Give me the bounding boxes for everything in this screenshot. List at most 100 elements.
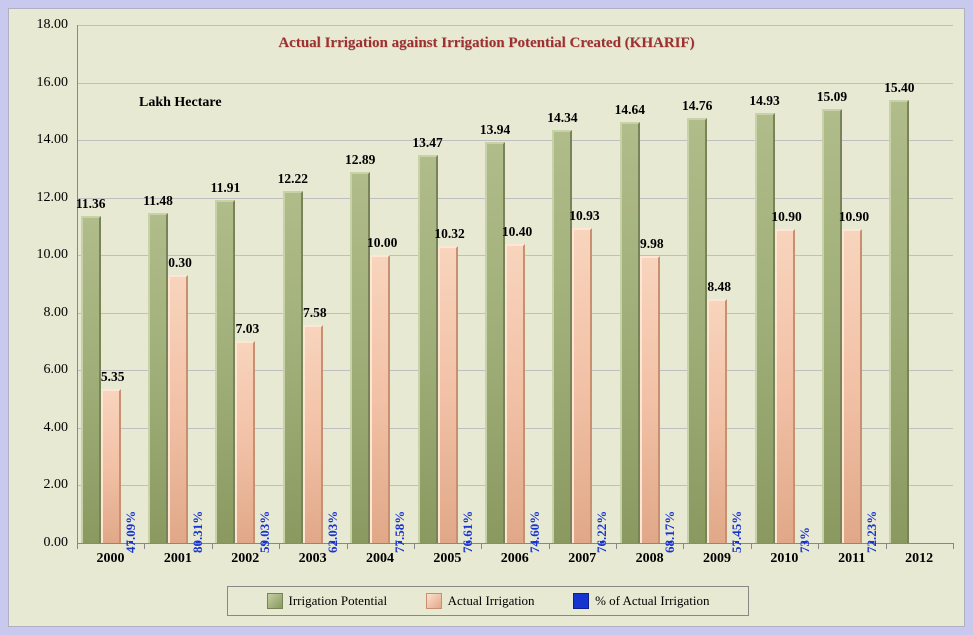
y-axis-tick-label: 6.00: [18, 362, 68, 378]
bar-actual: [707, 299, 727, 543]
bar-actual: [303, 325, 323, 543]
value-label-actual: 9.98: [640, 236, 664, 252]
value-label-actual: 10.90: [839, 209, 869, 225]
value-label-actual: 10.40: [502, 224, 532, 240]
bar-actual: [572, 228, 592, 543]
bar-potential: [687, 118, 707, 543]
bar-actual: [235, 341, 255, 543]
value-label-potential: 11.91: [211, 180, 241, 196]
bar-potential: [620, 122, 640, 543]
bar-actual: [842, 229, 862, 543]
bar-actual: [101, 389, 121, 543]
plot-area: 11.365.3547.09%11.480.3080.31%11.917.035…: [77, 25, 953, 543]
bar-potential: [283, 191, 303, 543]
value-label-percent: 47.09%: [123, 511, 139, 553]
value-label-potential: 14.64: [615, 102, 645, 118]
value-label-percent: 59.03%: [257, 511, 273, 553]
value-label-actual: 5.35: [101, 369, 125, 385]
x-axis-tick-label: 2000: [77, 551, 144, 567]
bar-potential: [350, 172, 370, 543]
x-axis-tick-label: 2010: [751, 551, 818, 567]
value-label-potential: 14.76: [682, 98, 712, 114]
x-axis-tick-label: 2003: [279, 551, 346, 567]
legend-label-potential: Irrigation Potential: [289, 593, 388, 609]
chart-panel: Actual Irrigation against Irrigation Pot…: [8, 8, 965, 627]
x-axis-tick-label: 2007: [549, 551, 616, 567]
y-axis-tick-label: 16.00: [18, 75, 68, 91]
bar-potential: [148, 213, 168, 543]
value-label-percent: 76.22%: [594, 511, 610, 553]
legend: Irrigation Potential Actual Irrigation %…: [227, 586, 749, 616]
bar-actual: [505, 244, 525, 543]
bar-potential: [418, 155, 438, 543]
value-label-percent: 76.61%: [460, 511, 476, 553]
x-axis-tick-label: 2012: [886, 551, 953, 567]
value-label-actual: 10.93: [569, 208, 599, 224]
legend-swatch-potential: [267, 593, 283, 609]
value-label-actual: 10.90: [771, 209, 801, 225]
value-label-actual: 10.32: [434, 226, 464, 242]
gridline: [77, 25, 953, 26]
bar-actual: [168, 275, 188, 543]
value-label-potential: 15.40: [884, 80, 914, 96]
value-label-percent: 68.17%: [662, 511, 678, 553]
bar-potential: [889, 100, 909, 543]
x-axis-tick-label: 2008: [616, 551, 683, 567]
legend-item-actual: Actual Irrigation: [426, 593, 535, 609]
x-axis-tick-label: 2006: [481, 551, 548, 567]
value-label-potential: 14.34: [547, 110, 577, 126]
bar-potential: [822, 109, 842, 543]
y-axis-tick-label: 12.00: [18, 190, 68, 206]
value-label-actual: 10.00: [367, 235, 397, 251]
value-label-percent: 73%: [797, 527, 813, 553]
x-axis-tick-label: 2011: [818, 551, 885, 567]
legend-label-actual: Actual Irrigation: [448, 593, 535, 609]
value-label-potential: 14.93: [749, 93, 779, 109]
bar-actual: [775, 229, 795, 543]
bar-potential: [81, 216, 101, 543]
value-label-potential: 12.89: [345, 152, 375, 168]
legend-item-potential: Irrigation Potential: [267, 593, 388, 609]
value-label-potential: 11.36: [76, 196, 106, 212]
y-axis-tick-label: 10.00: [18, 247, 68, 263]
value-label-actual: 7.58: [303, 305, 327, 321]
value-label-percent: 72.23%: [864, 511, 880, 553]
value-label-actual: 8.48: [707, 279, 731, 295]
value-label-actual: 7.03: [236, 321, 260, 337]
y-axis-tick-label: 14.00: [18, 132, 68, 148]
x-axis-tick-label: 2005: [414, 551, 481, 567]
value-label-percent: 57.45%: [729, 511, 745, 553]
chart-outer-frame: Actual Irrigation against Irrigation Pot…: [0, 0, 973, 635]
x-axis-tick-label: 2009: [683, 551, 750, 567]
value-label-potential: 12.22: [278, 171, 308, 187]
bar-potential: [485, 142, 505, 543]
value-label-potential: 13.94: [480, 122, 510, 138]
value-label-actual: 0.30: [168, 255, 192, 271]
value-label-potential: 13.47: [412, 135, 442, 151]
y-axis-tick-label: 4.00: [18, 420, 68, 436]
value-label-percent: 74.60%: [527, 511, 543, 553]
value-label-percent: 77.58%: [392, 511, 408, 553]
y-axis-tick-label: 18.00: [18, 17, 68, 33]
bar-actual: [370, 255, 390, 543]
y-axis-tick-label: 8.00: [18, 305, 68, 321]
x-axis-tick-label: 2002: [212, 551, 279, 567]
bar-potential: [755, 113, 775, 543]
value-label-potential: 11.48: [143, 193, 173, 209]
legend-swatch-percent: [573, 593, 589, 609]
y-axis-tick-label: 0.00: [18, 535, 68, 551]
value-label-percent: 62.03%: [325, 511, 341, 553]
gridline: [77, 83, 953, 84]
bar-actual: [438, 246, 458, 543]
y-axis-tick-label: 2.00: [18, 477, 68, 493]
bar-actual: [640, 256, 660, 543]
bar-potential: [215, 200, 235, 543]
bar-potential: [552, 130, 572, 543]
x-axis-tick-label: 2001: [144, 551, 211, 567]
legend-label-percent: % of Actual Irrigation: [595, 593, 709, 609]
x-axis-tick-label: 2004: [347, 551, 414, 567]
value-label-potential: 15.09: [817, 89, 847, 105]
legend-swatch-actual: [426, 593, 442, 609]
value-label-percent: 80.31%: [190, 511, 206, 553]
legend-item-percent: % of Actual Irrigation: [573, 593, 709, 609]
